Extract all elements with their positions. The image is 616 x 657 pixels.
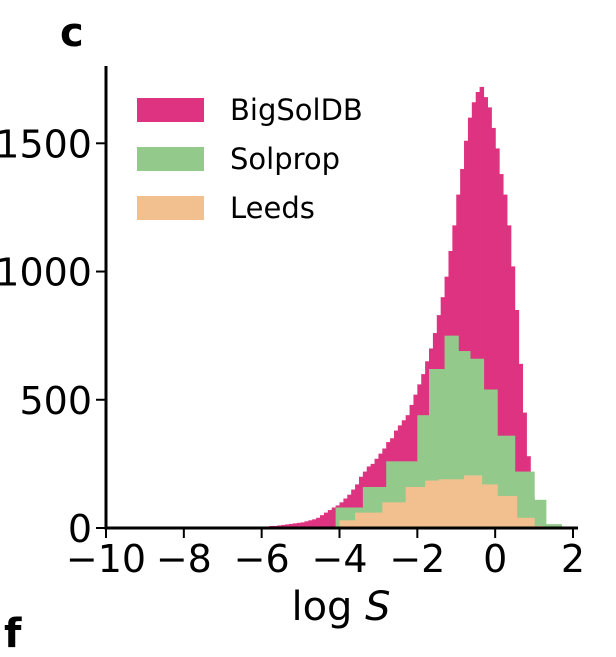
x-axis-title: log S [291, 584, 390, 630]
bigsoldb-bar-62 [495, 148, 500, 529]
x-tick-label: 2 [561, 537, 585, 581]
histogram-chart: c −10 −8 −6 −4 −2 0 2 0 500 1000 1500 log S BigSo… [0, 10, 585, 630]
legend-swatch-leeds [137, 196, 204, 220]
bigsoldb-bar-69 [522, 412, 527, 528]
bigsoldb-bar-59 [483, 97, 488, 528]
bigsoldb-bar-15 [312, 519, 317, 528]
bigsoldb-bar-60 [487, 107, 492, 528]
leeds-bar-7 [481, 484, 498, 528]
bigsoldb-bar-17 [320, 515, 325, 528]
bigsoldb-bar-53 [460, 168, 465, 528]
bigsoldb-bar-19 [327, 510, 333, 528]
x-tick-label: −2 [389, 537, 445, 581]
bigsoldb-bar-57 [475, 92, 481, 528]
x-axis-ticks: −10 −8 −6 −4 −2 0 2 [66, 528, 585, 581]
x-tick-label: −10 [66, 537, 146, 581]
x-tick-label: −6 [234, 537, 290, 581]
x-axis-title-prefix: log [291, 584, 352, 630]
bigsoldb-bar-26 [355, 484, 360, 528]
legend-swatch-solprop [137, 147, 204, 171]
bigsoldb-bar-8 [285, 524, 290, 528]
bigsoldb-bar-16 [316, 517, 321, 528]
bigsoldb-bar-67 [514, 310, 520, 528]
leeds-bar-3 [405, 486, 426, 528]
next-panel-label: f [4, 611, 22, 657]
legend-label-bigsoldb: BigSolDB [230, 93, 363, 127]
solprop-bar-12 [545, 524, 562, 528]
bigsoldb-bar-55 [467, 117, 473, 529]
panel-label: c [60, 10, 84, 56]
solprop-bar-10 [514, 471, 535, 528]
solprop-bar-11 [534, 499, 547, 528]
bigsoldb-bar-11 [296, 522, 302, 528]
bigsoldb-bar-56 [471, 102, 477, 528]
x-tick-label: 0 [483, 537, 507, 581]
bigsoldb-bar-7 [281, 524, 286, 528]
y-tick-label: 0 [68, 507, 92, 551]
leeds-bar-1 [355, 512, 383, 528]
legend-swatch-bigsoldb [137, 98, 204, 122]
bigsoldb-bar-10 [292, 523, 298, 528]
bigsoldb-bar-66 [510, 266, 516, 528]
y-tick-label: 500 [19, 379, 92, 423]
series-leeds-bars [339, 475, 543, 528]
leeds-bar-5 [438, 479, 465, 528]
bigsoldb-bar-14 [308, 520, 313, 528]
y-tick-label: 1000 [0, 251, 92, 295]
leeds-bar-8 [497, 495, 518, 528]
leeds-bar-0 [339, 520, 356, 528]
x-tick-label: −8 [156, 537, 212, 581]
x-tick-label: −4 [311, 537, 367, 581]
bigsoldb-bar-12 [300, 522, 306, 528]
leeds-bar-2 [382, 502, 407, 528]
bigsoldb-bar-64 [502, 194, 508, 528]
bigsoldb-bar-65 [506, 225, 512, 529]
bigsoldb-bar-63 [499, 174, 504, 528]
y-tick-label: 1500 [0, 122, 92, 166]
legend: BigSolDB Solprop Leeds [137, 93, 363, 225]
y-axis-ticks: 0 500 1000 1500 [0, 122, 106, 551]
bigsoldb-bar-58 [479, 86, 485, 529]
x-axis-title-variable: S [365, 584, 390, 630]
bigsoldb-bar-20 [331, 507, 337, 528]
bigsoldb-bar-61 [491, 127, 496, 528]
leeds-bar-4 [425, 480, 440, 528]
bigsoldb-bar-54 [464, 140, 469, 529]
bigsoldb-bar-13 [304, 521, 309, 528]
bigsoldb-bar-9 [288, 523, 294, 528]
leeds-bar-6 [464, 475, 483, 528]
bigsoldb-bar-18 [323, 512, 329, 528]
bigsoldb-bar-27 [358, 476, 364, 528]
legend-label-solprop: Solprop [230, 142, 340, 176]
leeds-bar-9 [516, 517, 535, 528]
legend-label-leeds: Leeds [230, 191, 315, 225]
bigsoldb-bar-68 [518, 363, 524, 528]
